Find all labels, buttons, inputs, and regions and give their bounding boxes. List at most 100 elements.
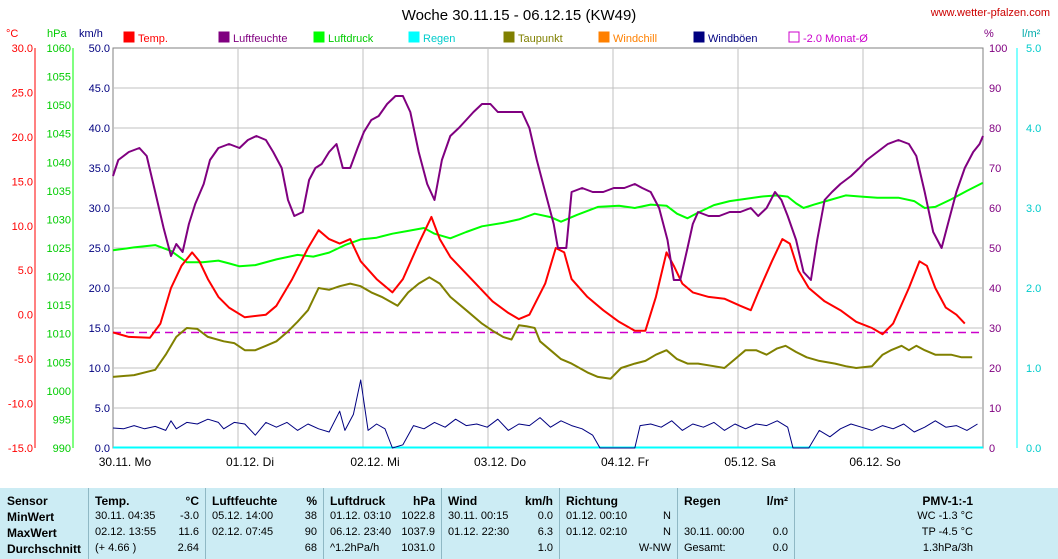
pressure-tick-label: 1035: [47, 186, 71, 198]
stats-col-direction: Richtung 01.12. 00:10 N 01.12. 02:10 N W…: [560, 488, 678, 559]
stats-col-wind: Wind km/h 30.11. 00:15 0.0 01.12. 22:30 …: [442, 488, 560, 559]
humidity-tick-label: 90: [989, 83, 1001, 95]
row-label-max: MaxWert: [7, 526, 57, 540]
series-layer: [112, 95, 984, 449]
pressure-series-line: [112, 182, 984, 268]
site-url: www.wetter-pfalzen.com: [930, 7, 1050, 19]
pmv-line2: TP -4.5 °C: [921, 526, 973, 538]
direction-avg: W-NW: [638, 542, 671, 554]
rain-tick-label: 3.0: [1026, 203, 1041, 215]
legend-label: Windchill: [613, 33, 657, 45]
temp-min-time: 30.11. 04:35: [95, 510, 156, 522]
temp-avg: 2.64: [177, 542, 199, 554]
wind-max: 6.3: [537, 526, 553, 538]
humidity-min-time: 05.12. 14:00: [212, 510, 274, 522]
legend-label: -2.0 Monat-Ø: [803, 33, 868, 45]
unit-wind: km/h: [79, 28, 103, 40]
pressure-tick-label: 1060: [47, 43, 71, 55]
pressure-avg-note: ^1.2hPa/h: [330, 542, 380, 554]
temp-tick-label: -5.0: [14, 354, 33, 366]
temp-tick-label: 20.0: [12, 132, 33, 144]
unit-pressure: hPa: [47, 28, 67, 40]
stats-col-pressure: Luftdruck hPa 01.12. 03:10 1022.8 06.12.…: [324, 488, 442, 559]
legend-swatch: [788, 31, 800, 43]
pressure-header: Luftdruck: [330, 494, 386, 508]
axes: 30.0 25.0 20.0 15.0 10.0 5.0 0.0 -5.0 -10.0 -15.0…: [8, 43, 1041, 469]
pmv-line1: WC -1.3 °C: [917, 510, 973, 522]
pressure-unit: hPa: [412, 494, 435, 508]
legend-swatch: [598, 31, 610, 43]
humidity-avg: 68: [304, 542, 317, 554]
stats-col-humidity: Luftfeuchte % 05.12. 14:00 38 02.12. 07:…: [206, 488, 324, 559]
humidity-max-time: 02.12. 07:45: [212, 526, 274, 538]
wind-tick-label: 40.0: [89, 123, 110, 135]
pressure-tick-label: 1005: [47, 357, 71, 369]
weather-chart: Woche 30.11.15 - 06.12.15 (KW49) www.wet…: [6, 7, 1050, 469]
temp-tick-label: 15.0: [12, 176, 33, 188]
humidity-unit: %: [306, 494, 317, 508]
humidity-series-line: [112, 95, 984, 281]
sensor-header: Sensor: [7, 494, 48, 508]
legend-label: Windböen: [708, 33, 758, 45]
unit-temp: °C: [6, 28, 18, 40]
rain-max-time: 30.11. 00:00: [684, 526, 745, 538]
x-tick-label: 05.12. Sa: [724, 455, 776, 469]
humidity-min: 38: [304, 510, 317, 522]
legend-swatch: [693, 31, 705, 43]
wind-header: Wind: [448, 494, 478, 508]
legend-swatch: [408, 31, 420, 43]
pressure-tick-label: 1015: [47, 300, 71, 312]
wind-tick-label: 25.0: [89, 243, 110, 255]
row-label-min: MinWert: [7, 510, 55, 524]
temp-tick-label: -15.0: [8, 443, 33, 455]
rain-max: 0.0: [772, 526, 788, 538]
humidity-tick-label: 70: [989, 163, 1001, 175]
direction-max: N: [663, 526, 671, 538]
stats-col-rain: Regen l/m² 30.11. 00:00 0.0 Gesamt: 0.0: [678, 488, 795, 559]
unit-rain: l/m²: [1022, 28, 1041, 40]
temp-tick-label: 0.0: [18, 310, 33, 322]
wind-min: 0.0: [537, 510, 553, 522]
legend: Temp. Luftfeuchte Luftdruck Regen Taupunkt Wi…: [123, 31, 868, 45]
humidity-tick-label: 30: [989, 323, 1001, 335]
temp-series-line: [112, 215, 966, 339]
pressure-tick-label: 1050: [47, 100, 71, 112]
dewpoint-series-line: [112, 276, 973, 380]
rain-avg: 0.0: [772, 542, 788, 554]
stats-col-temp: Temp. °C 30.11. 04:35 -3.0 02.12. 13:55 …: [89, 488, 206, 559]
wind-tick-label: 35.0: [89, 163, 110, 175]
x-tick-label: 02.12. Mi: [350, 455, 399, 469]
stats-col-sensor: Sensor MinWert MaxWert Durchschnitt: [0, 488, 89, 559]
temp-tick-label: 5.0: [18, 265, 33, 277]
wind-tick-label: 30.0: [89, 203, 110, 215]
legend-label: Temp.: [138, 33, 168, 45]
rain-header: Regen: [684, 494, 721, 508]
temp-header: Temp.: [95, 494, 130, 508]
legend-swatch: [218, 31, 230, 43]
rain-tick-label: 4.0: [1026, 123, 1041, 135]
pressure-tick-label: 995: [53, 414, 71, 426]
pmv-header: PMV-1:-1: [922, 494, 973, 508]
chart-title: Woche 30.11.15 - 06.12.15 (KW49): [402, 7, 637, 24]
unit-humidity: %: [984, 28, 994, 40]
wind-min-time: 30.11. 00:15: [448, 510, 509, 522]
x-tick-label: 03.12. Do: [474, 455, 526, 469]
pressure-tick-label: 990: [53, 443, 71, 455]
rain-avg-label: Gesamt:: [684, 542, 726, 554]
wind-tick-label: 15.0: [89, 323, 110, 335]
humidity-max: 90: [304, 526, 317, 538]
wind-tick-label: 0.0: [95, 443, 110, 455]
wind-avg: 1.0: [537, 542, 553, 554]
legend-label: Luftfeuchte: [233, 33, 287, 45]
wind-tick-label: 50.0: [89, 43, 110, 55]
wind-tick-label: 10.0: [89, 363, 110, 375]
rain-tick-label: 1.0: [1026, 363, 1041, 375]
legend-swatch: [313, 31, 325, 43]
legend-label: Luftdruck: [328, 33, 374, 45]
humidity-tick-label: 100: [989, 43, 1007, 55]
direction-header: Richtung: [566, 494, 618, 508]
pressure-tick-label: 1030: [47, 214, 71, 226]
humidity-header: Luftfeuchte: [212, 494, 278, 508]
temp-max: 11.6: [178, 526, 199, 538]
humidity-tick-label: 20: [989, 363, 1001, 375]
